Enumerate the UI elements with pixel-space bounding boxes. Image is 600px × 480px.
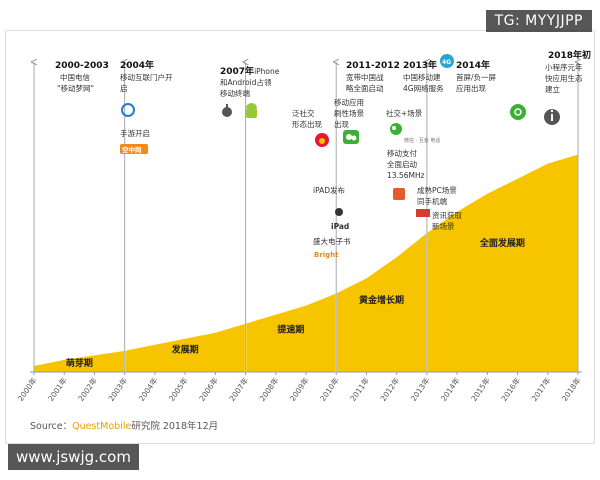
phase-label: 黄金增长期 [359,294,404,306]
svg-text:启: 启 [120,83,128,93]
svg-text:略全面启动: 略全面启动 [346,83,384,93]
x-tick-label: 2004年 [136,375,160,403]
svg-text:移动互联门户开: 移动互联门户开 [120,72,173,82]
annotation-ipad-launch: iPAD发布 [313,185,346,195]
annotation-mobile-apps-line3: 出现 [334,119,349,129]
annotation-news-line1: 资讯获取 [432,210,462,220]
watermark-top: TG: MYYJJPP [485,10,592,32]
source-brand: QuestMobile [72,421,132,432]
phase-label: 萌芽期 [66,357,93,369]
x-tick-label: 2011年 [348,375,372,403]
annotation-mobile-pay-line3: 13.56MHz [387,171,425,180]
annotation-mobile-pay-line2: 全面启动 [387,159,417,169]
watermark-bottom: www.jswjg.com [8,444,139,470]
x-tick-label: 2002年 [76,375,100,403]
annotation-mobile-apps-line1: 移动应用 [334,97,364,107]
x-tick-label: 2017年 [529,375,553,403]
svg-text:4G网络服务: 4G网络服务 [403,83,444,93]
annotation-pan-social-line1: 泛社交 [292,108,315,118]
svg-text:快应用生态: 快应用生态 [545,73,583,83]
milestone-title: 2000-2003 [55,61,109,71]
weibo-icon [315,133,329,147]
news-icon [393,188,405,200]
annotation-mobile-games: 手游开启 [120,128,150,138]
annotation-pan-social-line2: 形态出现 [292,119,322,129]
milestone-2014: 2014年 首屏/负一屏 应用出现 [456,59,497,93]
svg-text:宽带中国战: 宽带中国战 [346,72,384,82]
svg-text:2014年: 2014年 [456,59,490,71]
svg-text:小程序元年: 小程序元年 [545,62,583,72]
wechat-icon [343,130,359,144]
milestone-2007: 2007年iPhone 和Android占领 移动终端 [220,65,280,98]
svg-text:"移动梦网": "移动梦网" [57,83,94,93]
svg-text:2018年初: 2018年初 [548,49,591,61]
svg-text:2011-2012: 2011-2012 [346,61,400,71]
x-tick-label: 2012年 [378,375,402,403]
x-tick-label: 2014年 [438,375,462,403]
phase-label: 发展期 [171,344,199,356]
milestone-2018: 2018年初 小程序元年 快应用生态 建立 [545,49,591,94]
phase-label: 提速期 [277,324,304,336]
svg-text:2004年: 2004年 [120,59,154,71]
svg-text:建立: 建立 [545,84,560,94]
apple-ipad-icon [335,208,343,216]
bright-logo: Bright [314,251,339,259]
x-tick-label: 2018年 [559,375,583,403]
milestone-2000-2003: 2000-2003 中国电信 "移动梦网" [55,61,109,93]
phase-label: 全面发展期 [479,237,525,249]
x-tick-label: 2005年 [166,375,190,403]
ipad-label: iPad [331,222,349,231]
x-tick-label: 2015年 [469,375,493,403]
4g-icon: 4G [440,54,454,68]
x-tick-label: 2000年 [15,375,39,403]
svg-text:中国电信: 中国电信 [60,72,90,82]
svg-text:Bright: Bright [314,251,339,259]
apple-icon [222,104,232,117]
circle-app-icon [510,104,526,120]
svg-text:空中网: 空中网 [122,145,142,154]
annotation-mature-pc-line1: 成熟PC场景 [417,185,457,195]
milestone-2013: 2013年 中国移动建 4G网络服务 [403,59,444,93]
svg-text:应用出现: 应用出现 [456,83,486,93]
annotation-news-line2: 新场景 [432,221,455,231]
svg-text:4G: 4G [442,59,451,66]
milestone-2004: 2004年 移动互联门户开 启 [120,59,173,93]
x-tick-label: 2007年 [227,375,251,403]
annotation-shanda-ebook: 盛大电子书 [313,236,351,246]
x-tick-label: 2010年 [317,375,341,403]
source-note: Source：QuestMobile研究院 2018年12月 [30,421,219,432]
toutiao-icon [416,209,430,217]
milestone-2011-2012: 2011-2012 宽带中国战 略全面启动 [346,61,400,93]
android-icon [246,103,258,118]
x-tick-label: 2016年 [499,375,523,403]
svg-text:首屏/负一屏: 首屏/负一屏 [456,72,497,82]
x-tick-label: 2003年 [106,375,130,403]
x-tick-label: 2008年 [257,375,281,403]
annotation-mobile-pay-line1: 移动支付 [387,148,417,158]
svg-text:和Android占领: 和Android占领 [220,77,272,87]
chart-frame [5,30,595,444]
annotation-social-scene: 社交+场景 [386,108,423,118]
wechat-pay-icon [390,123,402,135]
x-tick-label: 2009年 [287,375,311,403]
annotation-mobile-apps-line2: 刷性场景 [334,108,364,118]
svg-text:2007年iPhone: 2007年iPhone [220,65,280,77]
x-tick-label: 2001年 [45,375,69,403]
svg-text:2013年: 2013年 [403,59,437,71]
kongzhong-logo: 空中网 [120,144,148,154]
svg-text:中国移动建: 中国移动建 [403,72,441,82]
growth-area [34,154,578,372]
small-logos-caption: 微信 · 互金 电话 [404,137,440,144]
svg-text:移动终端: 移动终端 [220,88,250,98]
uc-icon [121,103,135,117]
annotation-mature-pc-line2: 同手机端 [417,196,447,206]
x-tick-label: 2006年 [197,375,221,403]
x-tick-label: 2013年 [408,375,432,403]
info-icon [544,109,560,125]
